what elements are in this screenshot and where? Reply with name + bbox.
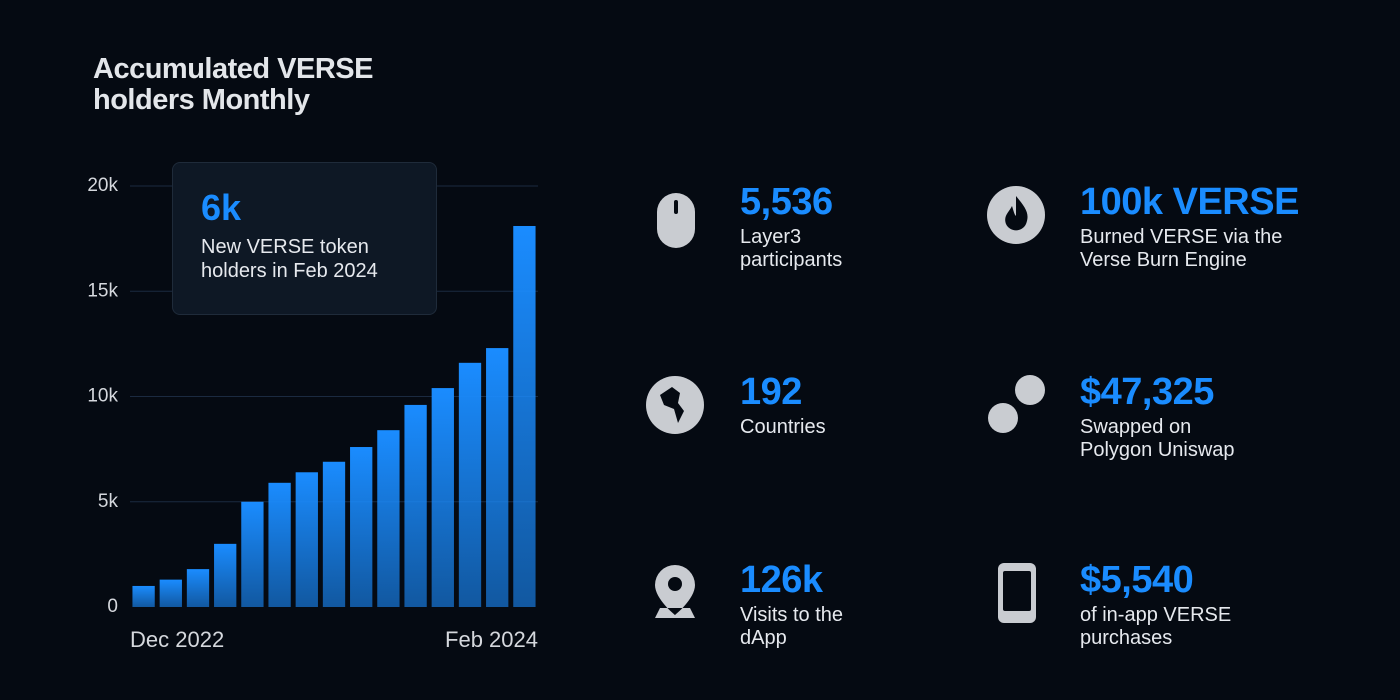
stat-label-line: of in-app VERSE [1080, 604, 1232, 626]
stat-label-line: Polygon Uniswap [1080, 439, 1235, 461]
stat-label: of in-app VERSE purchases [1080, 604, 1231, 650]
bar [404, 404, 427, 607]
stat-value: 5,536 [740, 181, 833, 223]
bar [132, 585, 155, 607]
stat: 5,536 Layer3 participants [740, 182, 842, 272]
bar [159, 579, 182, 607]
x-tick-label: Dec 2022 [130, 627, 224, 652]
stat: 100k VERSE Burned VERSE via the Verse Burn… [1080, 182, 1299, 272]
bar [458, 362, 482, 607]
stat-value: $47,325 [1080, 371, 1214, 413]
icon-pin [655, 565, 695, 618]
icon-verse [988, 403, 1018, 433]
stat-label: Visits to the dApp [740, 604, 843, 650]
stat-value: 192 [740, 371, 802, 413]
y-tick-label: 5k [98, 491, 119, 512]
icon-detail [674, 200, 678, 214]
stat: $5,540 of in-app VERSE purchases [1080, 560, 1231, 650]
icon-detail [1003, 571, 1031, 611]
icon-details [660, 196, 1031, 611]
icon-detail [660, 387, 684, 423]
bar [186, 569, 210, 607]
y-tick-label: 15k [87, 280, 118, 301]
icons [646, 186, 1045, 623]
bar [295, 472, 318, 607]
icon-detail [668, 577, 682, 591]
bar [486, 348, 509, 607]
callout-text: New VERSE token holders in Feb 2024 [201, 236, 378, 282]
stat-label-line: Verse Burn Engine [1080, 249, 1247, 271]
stat-label: Swapped on Polygon Uniswap [1080, 416, 1235, 462]
bar [513, 225, 536, 607]
stat-value: 100k VERSE [1080, 181, 1299, 223]
stat-label: Countries [740, 416, 826, 439]
icon-coin [1015, 375, 1045, 405]
stat-label-line: participants [740, 249, 843, 271]
stat: 192 Countries [740, 372, 826, 439]
bar [268, 482, 291, 607]
chart-title: Accumulated VERSE holders Monthly [93, 53, 373, 116]
stat-label-line: Visits to the [740, 604, 844, 626]
y-tick-label: 10k [87, 386, 118, 407]
bar [322, 461, 346, 607]
icon-mouse [657, 193, 695, 248]
stat: $47,325 Swapped on Polygon Uniswap [1080, 372, 1235, 462]
stat-label-line: purchases [1080, 627, 1173, 649]
y-tick-label: 20k [87, 175, 118, 196]
bar [214, 543, 237, 607]
icon-detail [1005, 196, 1028, 231]
stat-label-line: Layer3 [740, 226, 802, 248]
stat-value: $5,540 [1080, 559, 1194, 601]
stat-label-line: dApp [740, 627, 787, 649]
stat-label-line: Swapped on [1080, 416, 1192, 438]
bar [431, 388, 454, 607]
callout-value: 6k [201, 187, 242, 228]
bar [377, 430, 400, 607]
stat-label: Layer3 participants [740, 226, 842, 272]
stat-label-line: Burned VERSE via the [1080, 226, 1283, 248]
stat: 126k Visits to the dApp [740, 560, 843, 650]
callout: 6k New VERSE token holders in Feb 2024 [172, 162, 437, 315]
stat-value: 126k [740, 559, 823, 601]
y-tick-label: 0 [107, 596, 118, 617]
bar [350, 447, 373, 607]
x-tick-label: Feb 2024 [445, 627, 538, 652]
stat-label: Burned VERSE via the Verse Burn Engine [1080, 226, 1299, 272]
stat-label-line: Countries [740, 416, 826, 438]
bar [241, 501, 264, 607]
